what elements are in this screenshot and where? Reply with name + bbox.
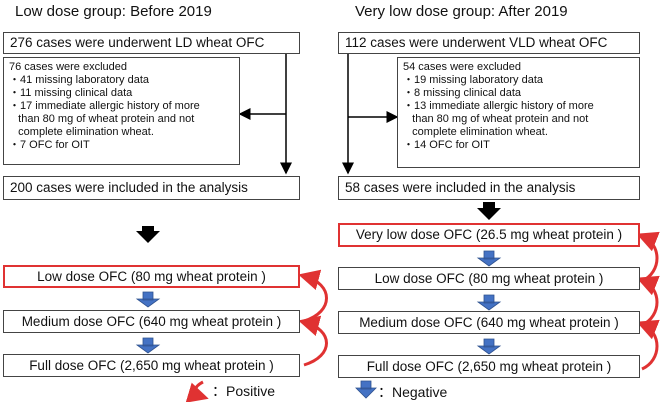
right-positive-arrow-1	[636, 231, 660, 283]
legend-positive-label: ：Positive	[212, 383, 276, 399]
right-full-dose-text: Full dose OFC (2,650 mg wheat protein )	[366, 358, 612, 374]
right-excluded-box: 54 cases were excluded ・19 missing labor…	[397, 57, 640, 168]
right-excluded-title: 54 cases were excluded	[403, 61, 522, 73]
left-low-dose-text: Low dose OFC (80 mg wheat protein )	[37, 268, 266, 284]
left-enrolled-text: 276 cases were underwent LD wheat OFC	[10, 35, 265, 50]
left-excluded-item: ・7 OFC for OIT	[9, 139, 90, 151]
left-full-dose-text: Full dose OFC (2,650 mg wheat protein )	[29, 357, 274, 373]
left-excluded-title: 76 cases were excluded	[9, 61, 128, 73]
left-positive-arrow-2	[298, 315, 328, 367]
right-included-text: 58 cases were included in the analysis	[345, 180, 576, 195]
right-positive-arrow-2	[636, 275, 660, 327]
left-step-arrow-2	[135, 337, 161, 354]
left-step-arrow-1	[135, 291, 161, 308]
left-excluded-item: ・11 missing clinical data	[9, 87, 133, 99]
right-excluded-item: than 80 mg of wheat protein and not	[403, 113, 589, 125]
legend-positive-arrow	[185, 380, 209, 402]
right-excluded-item: ・14 OFC for OIT	[403, 139, 490, 151]
left-medium-dose-box: Medium dose OFC (640 mg wheat protein )	[3, 310, 300, 333]
right-low-dose-box: Low dose OFC (80 mg wheat protein )	[338, 267, 640, 290]
right-big-arrow	[477, 202, 501, 220]
right-enrolled-text: 112 cases were underwent VLD wheat OFC	[345, 35, 608, 50]
left-excluded-item: than 80 mg of wheat protein and not	[9, 113, 195, 125]
left-included-box: 200 cases were included in the analysis	[3, 176, 300, 200]
right-very-low-dose-text: Very low dose OFC (26.5 mg wheat protein…	[355, 227, 623, 242]
right-included-box: 58 cases were included in the analysis	[338, 176, 640, 200]
right-step-arrow-2	[476, 294, 502, 311]
left-medium-dose-text: Medium dose OFC (640 mg wheat protein )	[21, 313, 282, 329]
right-medium-dose-text: Medium dose OFC (640 mg wheat protein )	[359, 314, 619, 330]
left-excluded-item: ・17 immediate allergic history of more	[9, 100, 200, 112]
right-group-header: Very low dose group: After 2019	[355, 3, 568, 20]
right-excluded-item: ・8 missing clinical data	[403, 87, 521, 99]
left-full-dose-box: Full dose OFC (2,650 mg wheat protein )	[3, 354, 300, 377]
left-excluded-item: complete elimination wheat.	[9, 126, 154, 138]
left-big-arrow	[136, 226, 160, 243]
right-positive-arrow-3	[636, 319, 660, 371]
right-enrolled-box: 112 cases were underwent VLD wheat OFC	[338, 32, 640, 54]
left-enrolled-box: 276 cases were underwent LD wheat OFC	[3, 32, 300, 54]
left-group-header: Low dose group: Before 2019	[15, 3, 212, 20]
left-excluded-box: 76 cases were excluded ・41 missing labor…	[3, 57, 240, 165]
legend-positive: ：Positive	[212, 381, 275, 401]
left-positive-arrow-1	[298, 269, 328, 323]
right-low-dose-text: Low dose OFC (80 mg wheat protein )	[374, 270, 604, 286]
left-included-text: 200 cases were included in the analysis	[10, 180, 248, 195]
left-excluded-item: ・41 missing laboratory data	[9, 74, 150, 86]
right-excluded-item: ・19 missing laboratory data	[403, 74, 544, 86]
right-step-arrow-3	[476, 338, 502, 355]
legend-negative-arrow	[355, 380, 377, 399]
legend-negative: ：Negative	[378, 382, 447, 402]
legend-negative-label: ：Negative	[378, 384, 448, 400]
right-medium-dose-box: Medium dose OFC (640 mg wheat protein )	[338, 311, 640, 334]
left-low-dose-box: Low dose OFC (80 mg wheat protein )	[3, 265, 300, 288]
right-step-arrow-1	[476, 250, 502, 267]
right-very-low-dose-box: Very low dose OFC (26.5 mg wheat protein…	[338, 223, 640, 247]
right-full-dose-box: Full dose OFC (2,650 mg wheat protein )	[338, 355, 640, 378]
right-excluded-item: ・13 immediate allergic history of more	[403, 100, 594, 112]
right-excluded-item: complete elimination wheat.	[403, 126, 548, 138]
